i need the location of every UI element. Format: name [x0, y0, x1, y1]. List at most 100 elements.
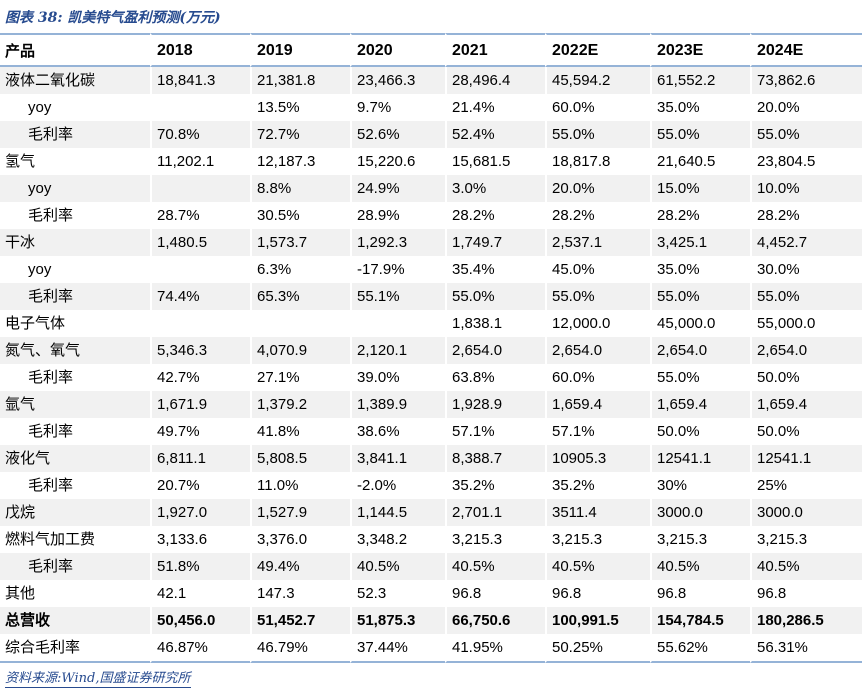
table-cell: 3,215.3: [545, 526, 650, 553]
table-cell: 28.2%: [750, 202, 862, 229]
table-cell: 46.79%: [250, 634, 350, 663]
table-cell: 15,220.6: [350, 148, 445, 175]
table-cell: 52.3: [350, 580, 445, 607]
table-cell: 40.5%: [350, 553, 445, 580]
table-cell: 45,594.2: [545, 67, 650, 94]
table-cell: 35.2%: [445, 472, 545, 499]
report-page: 图表 38: 凯美特气盈利预测(万元) 产品 2018 2019 2020 2021 20…: [0, 7, 862, 688]
table-cell: -17.9%: [350, 256, 445, 283]
table-cell: 20.7%: [150, 472, 250, 499]
table-cell: 49.4%: [250, 553, 350, 580]
table-cell: 180,286.5: [750, 607, 862, 634]
table-cell: 3,348.2: [350, 526, 445, 553]
table-cell: 65.3%: [250, 283, 350, 310]
table-cell: 1,927.0: [150, 499, 250, 526]
table-cell: 2,537.1: [545, 229, 650, 256]
table-cell: 3511.4: [545, 499, 650, 526]
column-header-year: 2018: [150, 33, 250, 67]
table-cell: 55.0%: [650, 364, 750, 391]
table-row: 毛利率 49.7% 41.8% 38.6% 57.1% 57.1% 50.0% 50.0%: [0, 418, 862, 445]
table-cell: 55.0%: [750, 283, 862, 310]
table-cell: 1,659.4: [650, 391, 750, 418]
row-label: 氩气: [0, 391, 150, 418]
table-cell: 42.1: [150, 580, 250, 607]
table-cell: 154,784.5: [650, 607, 750, 634]
table-cell: 55.0%: [750, 121, 862, 148]
row-label: 氢气: [5, 152, 36, 170]
table-cell: 50.0%: [650, 418, 750, 445]
table-cell: 50.0%: [750, 364, 862, 391]
table-cell: 4,070.9: [250, 337, 350, 364]
table-row: 液化气 6,811.1 5,808.5 3,841.1 8,388.7 10905.3 12…: [0, 445, 862, 472]
row-label: 毛利率: [0, 121, 150, 148]
table-cell: 1,928.9: [445, 391, 545, 418]
table-cell: 55.0%: [545, 121, 650, 148]
table-cell: 63.8%: [445, 364, 545, 391]
column-header-product: 产品: [0, 33, 150, 67]
row-label: 毛利率: [28, 206, 74, 224]
table-cell: 11.0%: [250, 472, 350, 499]
table-row: 氮气、氧气 5,346.3 4,070.9 2,120.1 2,654.0 2,654.0…: [0, 337, 862, 364]
table-cell: 3.0%: [445, 175, 545, 202]
source-note: 资料来源:Wind,国盛证券研究所: [5, 667, 862, 688]
table-cell: 40.5%: [545, 553, 650, 580]
table-cell: [150, 310, 250, 337]
table-cell: 41.8%: [250, 418, 350, 445]
table-cell: 28.2%: [650, 202, 750, 229]
row-label: 其他: [5, 584, 36, 602]
table-body: 液体二氧化碳 18,841.3 21,381.8 23,466.3 28,496.4 45…: [0, 67, 862, 663]
column-header-year: 2022E: [545, 33, 650, 67]
table-cell: 28,496.4: [445, 67, 545, 94]
table-cell: 55.1%: [350, 283, 445, 310]
table-cell: 12541.1: [750, 445, 862, 472]
table-row: yoy 6.3% -17.9% 35.4% 45.0% 35.0% 30.0%: [0, 256, 862, 283]
table-cell: 30.0%: [750, 256, 862, 283]
table-cell: 5,346.3: [150, 337, 250, 364]
table-cell: 21,381.8: [250, 67, 350, 94]
column-header-year: 2024E: [750, 33, 862, 67]
table-cell: 50.25%: [545, 634, 650, 663]
table-cell: 1,659.4: [545, 391, 650, 418]
table-cell: [250, 310, 350, 337]
table-row: 毛利率 28.7% 30.5% 28.9% 28.2% 28.2% 28.2% 28.2%: [0, 202, 862, 229]
table-cell: 18,817.8: [545, 148, 650, 175]
table-cell: 12,000.0: [545, 310, 650, 337]
table-cell: 96.8: [445, 580, 545, 607]
table-cell: 40.5%: [650, 553, 750, 580]
table-row: 其他 42.1 147.3 52.3 96.8 96.8 96.8 96.8: [0, 580, 862, 607]
table-cell: 50,456.0: [150, 607, 250, 634]
table-cell: 6,811.1: [150, 445, 250, 472]
row-label: 干冰: [0, 229, 150, 256]
table-cell: 8,388.7: [445, 445, 545, 472]
table-cell: 55.0%: [445, 283, 545, 310]
row-label: 电子气体: [5, 314, 66, 332]
table-row: 氩气 1,671.9 1,379.2 1,389.9 1,928.9 1,659.4 1,6…: [0, 391, 862, 418]
table-cell: 13.5%: [250, 94, 350, 121]
table-row: 液体二氧化碳 18,841.3 21,381.8 23,466.3 28,496.4 45…: [0, 67, 862, 94]
table-cell: 23,804.5: [750, 148, 862, 175]
table-cell: 51,875.3: [350, 607, 445, 634]
table-row: 毛利率 70.8% 72.7% 52.6% 52.4% 55.0% 55.0% 55.0%: [0, 121, 862, 148]
table-cell: 55.62%: [650, 634, 750, 663]
row-label: 氮气、氧气: [0, 337, 150, 364]
table-row: yoy 8.8% 24.9% 3.0% 20.0% 15.0% 10.0%: [0, 175, 862, 202]
table-cell: 57.1%: [545, 418, 650, 445]
table-cell: 30%: [650, 472, 750, 499]
table-cell: 1,389.9: [350, 391, 445, 418]
profit-forecast-table: 产品 2018 2019 2020 2021 2022E 2023E 2024E 液体二氧化碳…: [0, 33, 862, 663]
table-cell: 3,215.3: [650, 526, 750, 553]
table-cell: 28.2%: [545, 202, 650, 229]
table-cell: 12,187.3: [250, 148, 350, 175]
row-label: yoy: [28, 99, 52, 116]
table-cell: 35.0%: [650, 256, 750, 283]
chart-title: 图表 38: 凯美特气盈利预测(万元): [5, 10, 221, 26]
table-row: 总营收 50,456.0 51,452.7 51,875.3 66,750.6 100,9…: [0, 607, 862, 634]
table-cell: 15.0%: [650, 175, 750, 202]
table-cell: 1,573.7: [250, 229, 350, 256]
table-cell: 2,654.0: [545, 337, 650, 364]
table-cell: 1,144.5: [350, 499, 445, 526]
table-cell: 41.95%: [445, 634, 545, 663]
table-cell: 60.0%: [545, 94, 650, 121]
table-cell: 4,452.7: [750, 229, 862, 256]
table-cell: 2,654.0: [750, 337, 862, 364]
